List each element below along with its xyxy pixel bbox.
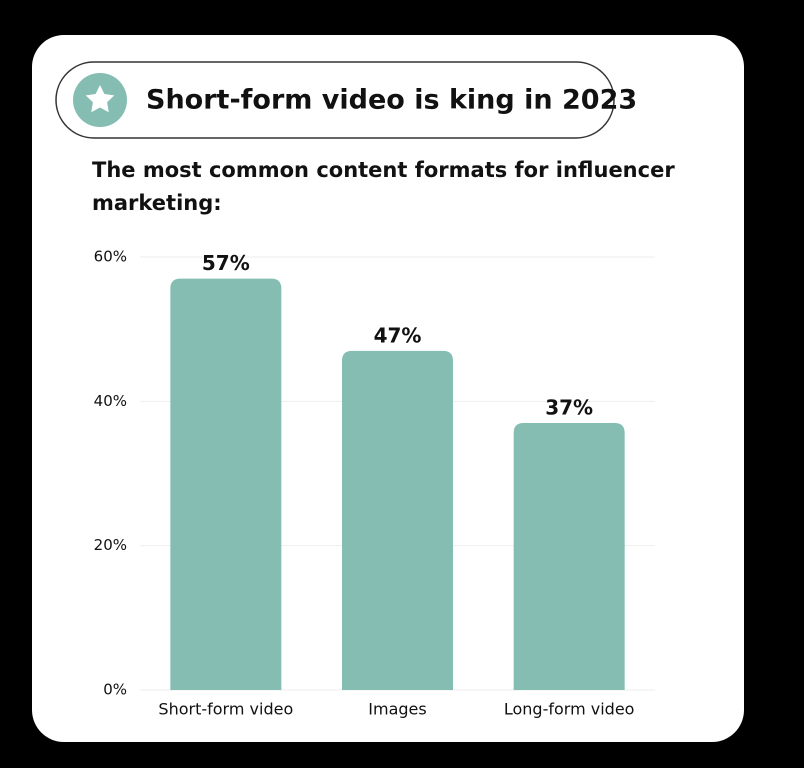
chart-title: Short-form video is king in 2023 <box>146 85 637 116</box>
chart-subtitle: The most common content formats for infl… <box>92 158 675 215</box>
x-tick-label: Long-form video <box>504 700 635 719</box>
x-tick-label: Images <box>368 700 426 719</box>
bar <box>513 422 625 690</box>
bar <box>342 350 453 690</box>
y-tick-label: 20% <box>94 536 127 554</box>
y-tick-label: 0% <box>103 681 127 699</box>
y-tick-label: 60% <box>94 248 127 266</box>
value-label: 47% <box>374 323 422 347</box>
value-label: 37% <box>545 395 593 419</box>
title-pill <box>55 61 615 139</box>
x-tick-label: Short-form video <box>158 700 293 719</box>
value-label: 57% <box>202 251 250 275</box>
bar <box>170 278 282 690</box>
y-tick-label: 40% <box>94 392 127 410</box>
star-icon <box>85 85 115 113</box>
